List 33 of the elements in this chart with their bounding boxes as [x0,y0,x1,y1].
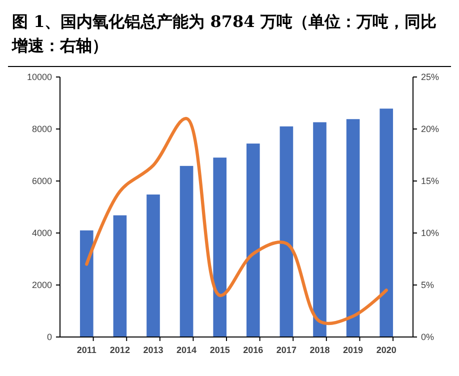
bar [213,158,227,337]
y-tick-label: 0 [46,332,52,342]
bar [346,119,360,337]
y2-tick-label: 0% [421,332,434,342]
y2-tick-label: 5% [421,280,434,290]
bar [80,230,94,337]
y-tick-label: 2000 [32,280,52,290]
bar [313,122,326,337]
bar [180,166,194,337]
x-tick-label: 2015 [210,345,230,355]
x-tick-label: 2018 [310,345,330,355]
y-tick-label: 4000 [32,228,52,238]
x-tick-label: 2019 [343,345,364,355]
bar [280,126,294,337]
chart-title: 图 1、国内氧化铝总产能为 8784 万吨（单位：万吨，同比增速：右轴） [8,8,451,67]
y2-tick-label: 20% [421,124,440,134]
x-tick-label: 2017 [276,345,296,355]
x-tick-label: 2014 [176,345,197,355]
y-tick-label: 6000 [32,176,52,186]
bar [113,215,127,337]
x-tick-label: 2013 [143,345,164,355]
y2-tick-label: 15% [421,176,440,186]
x-tick-label: 2016 [243,345,264,355]
bar [380,108,394,337]
x-tick-label: 2012 [110,345,130,355]
y-tick-label: 10000 [26,72,52,82]
y-tick-label: 8000 [32,124,52,134]
x-tick-label: 2020 [376,345,396,355]
bar [146,194,160,337]
x-tick-label: 2011 [76,345,96,355]
bar [246,144,260,337]
y2-tick-label: 10% [421,228,440,238]
y2-tick-label: 25% [421,72,440,82]
